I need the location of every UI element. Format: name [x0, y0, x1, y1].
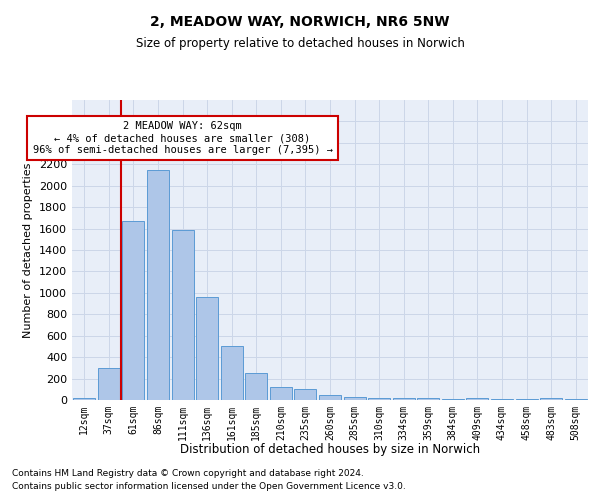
Bar [172, 230, 194, 400]
Bar [73, 398, 95, 400]
Bar [417, 398, 439, 400]
Bar [196, 297, 218, 400]
Bar [147, 170, 169, 400]
Text: 2 MEADOW WAY: 62sqm
← 4% of detached houses are smaller (308)
96% of semi-detach: 2 MEADOW WAY: 62sqm ← 4% of detached hou… [32, 122, 332, 154]
Bar [221, 346, 243, 400]
Bar [122, 221, 145, 400]
Bar [368, 398, 390, 400]
Bar [466, 398, 488, 400]
Text: Contains HM Land Registry data © Crown copyright and database right 2024.: Contains HM Land Registry data © Crown c… [12, 468, 364, 477]
Bar [98, 368, 120, 400]
Bar [344, 397, 365, 400]
Bar [245, 374, 268, 400]
Y-axis label: Number of detached properties: Number of detached properties [23, 162, 34, 338]
Bar [540, 398, 562, 400]
Bar [319, 395, 341, 400]
Bar [295, 390, 316, 400]
Text: Contains public sector information licensed under the Open Government Licence v3: Contains public sector information licen… [12, 482, 406, 491]
Bar [392, 398, 415, 400]
Text: Size of property relative to detached houses in Norwich: Size of property relative to detached ho… [136, 38, 464, 51]
Text: Distribution of detached houses by size in Norwich: Distribution of detached houses by size … [180, 442, 480, 456]
Bar [442, 399, 464, 400]
Bar [270, 387, 292, 400]
Text: 2, MEADOW WAY, NORWICH, NR6 5NW: 2, MEADOW WAY, NORWICH, NR6 5NW [150, 15, 450, 29]
